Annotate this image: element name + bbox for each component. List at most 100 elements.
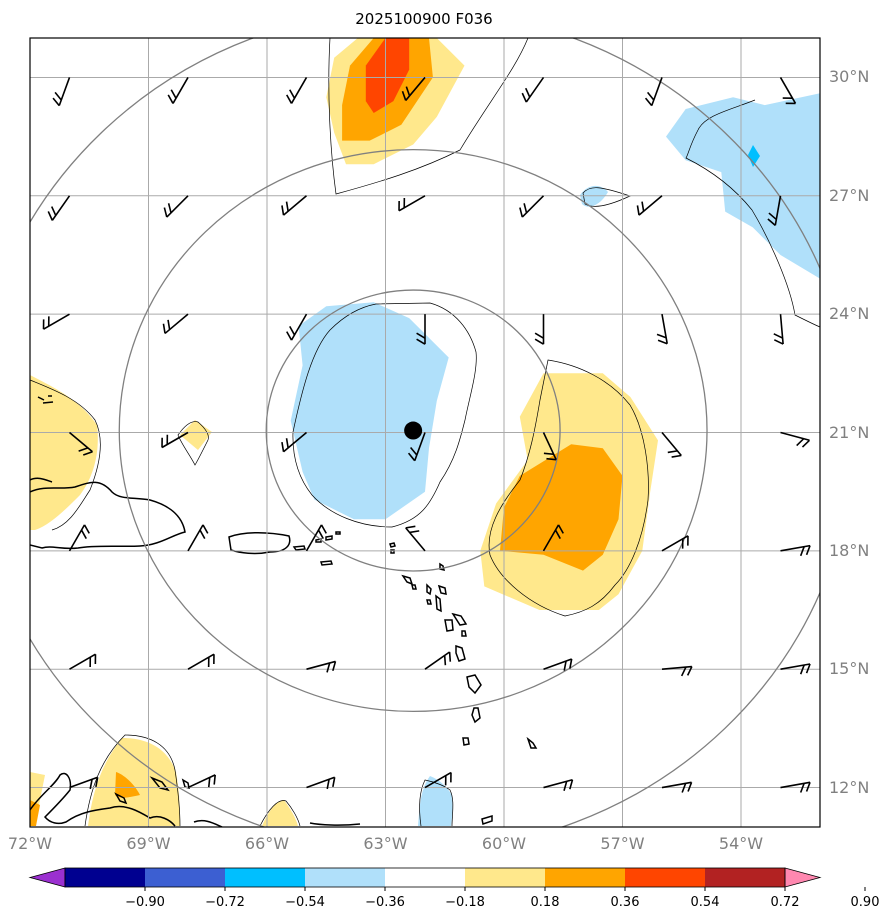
wind-barb (167, 77, 189, 104)
plot-frame (29, 37, 821, 828)
longitude-label: 57°W (600, 834, 645, 853)
contour-north (328, 38, 529, 195)
wind-barb (187, 524, 209, 552)
wind-barb (281, 431, 308, 453)
longitude-label: 72°W (7, 834, 53, 853)
colorbar-extend-low (28, 867, 66, 888)
wind-barb (68, 524, 90, 552)
east-positive-level-1 (500, 444, 623, 571)
longitude-label: 60°W (481, 834, 527, 853)
contour-west (30, 379, 101, 531)
wind-barb (187, 653, 215, 670)
colorbar-segment (65, 868, 145, 887)
colorbar-segment (545, 868, 625, 887)
wind-barb (521, 76, 545, 103)
wind-barb (661, 431, 682, 458)
southwest-orange (115, 772, 140, 798)
colorbar-label: 0.18 (530, 895, 560, 910)
colorbar-label: 0.36 (610, 895, 640, 910)
latitude-label: 18°N (829, 540, 870, 560)
latitude-label: 15°N (829, 659, 870, 679)
coastline-virgin-islands (292, 531, 341, 566)
colorbar-segment (705, 868, 785, 887)
wind-barb (542, 524, 564, 552)
wind-barb (416, 314, 426, 345)
wind-barb (773, 314, 784, 345)
center-negative-level-1 (306, 341, 425, 500)
coastline-cuba-edge (30, 477, 53, 483)
wind-barb (305, 524, 327, 552)
colorbar-label: −0.72 (205, 895, 245, 910)
wind-barb (281, 195, 308, 216)
wind-barb (187, 774, 216, 789)
wind-barb (286, 77, 308, 104)
colorbar-frame (64, 867, 786, 888)
latitude-label: 21°N (829, 422, 870, 442)
contour-northeast (685, 99, 820, 328)
wind-barb (780, 544, 811, 557)
colorbar-segment (385, 868, 465, 887)
latitude-label: 27°N (829, 185, 870, 205)
colorbar-segment (225, 868, 305, 887)
wind-barb (534, 314, 545, 345)
longitude-label: 66°W (244, 834, 290, 853)
wind-barb (69, 653, 97, 670)
contour-small-west (177, 421, 209, 466)
wind-barb (767, 195, 782, 226)
chart-title: 2025100900 F036 (355, 10, 493, 28)
colorbar-label: 0.72 (770, 895, 800, 910)
colorbar-extend-high (784, 867, 822, 888)
coastline-venezuela (30, 772, 361, 827)
colorbar-label: −0.18 (445, 895, 485, 910)
wind-barb (543, 779, 574, 791)
coastline-leeward-islands (389, 542, 468, 637)
wind-barb (780, 781, 811, 793)
latitude-label: 24°N (829, 304, 870, 324)
wind-barb (661, 535, 689, 552)
wind-barb (779, 77, 797, 105)
wind-barb (780, 431, 811, 448)
contour-southwest (84, 734, 181, 827)
south-negative (418, 776, 453, 826)
contour-east (488, 359, 649, 617)
longitude-label: 63°W (363, 834, 408, 853)
colorbar-label: 0.54 (690, 895, 720, 910)
wind-barbs (42, 76, 811, 793)
contour-center (292, 302, 477, 528)
wind-barb (161, 431, 189, 449)
wind-barb (407, 432, 426, 462)
north-positive-level-2 (365, 38, 410, 113)
range-ring (118, 148, 708, 713)
southwest-positive (88, 738, 180, 826)
latitude-label: 12°N (829, 777, 870, 797)
wind-barb (656, 314, 668, 345)
range-rings (30, 38, 820, 827)
colorbar-label: −0.54 (285, 895, 325, 910)
latitude-label: 30°N (829, 67, 870, 87)
colorbar-segment (465, 868, 545, 887)
wind-barb (69, 776, 99, 790)
colorbar-label: −0.90 (125, 895, 165, 910)
wind-barb (47, 195, 71, 221)
wind-barb (286, 313, 308, 341)
south-small-positive (262, 800, 298, 826)
wind-barb (661, 665, 693, 677)
wind-barb (306, 660, 337, 673)
wind-barb (661, 781, 693, 793)
wind-barb (42, 313, 70, 330)
anomaly-contours (30, 38, 820, 827)
wind-barb (162, 313, 189, 335)
coastlines (30, 395, 538, 827)
ne-small-negative (580, 185, 608, 207)
longitude-label: 54°W (718, 834, 764, 853)
wind-barb (780, 663, 811, 675)
wind-barb (398, 195, 426, 212)
wind-barb (636, 195, 663, 216)
wind-barb (543, 658, 573, 671)
range-ring (265, 289, 561, 572)
wind-barb (519, 195, 545, 218)
colorbar-segment (305, 868, 385, 887)
wind-barb (405, 525, 426, 552)
wind-barb (542, 432, 557, 461)
wind-barb (401, 76, 426, 101)
